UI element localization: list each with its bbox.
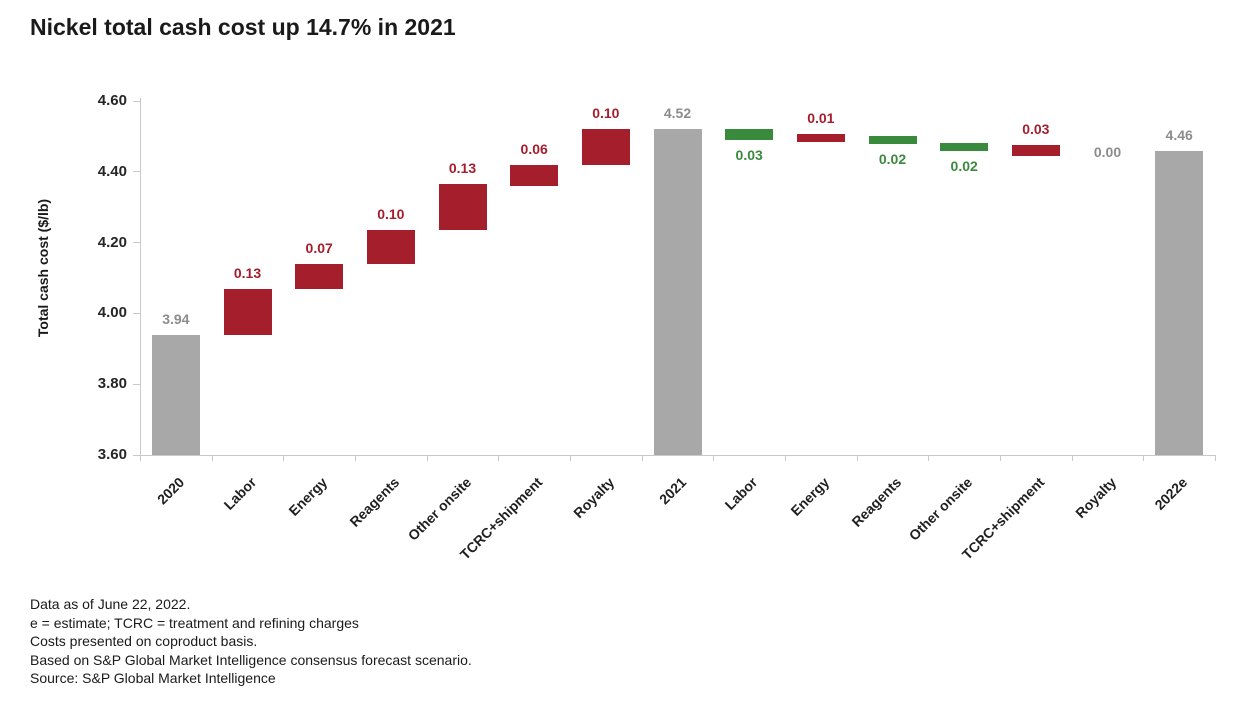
x-category-label: 2022e — [1151, 474, 1191, 513]
y-tick-label: 4.20 — [97, 233, 127, 251]
y-tick-label: 4.60 — [97, 92, 127, 109]
bar-energy — [295, 263, 344, 289]
bar-2021 — [653, 129, 702, 455]
x-category-label: Labor — [721, 474, 761, 513]
x-category-label: TCRC+shipment — [958, 474, 1048, 563]
footnote-line: Based on S&P Global Market Intelligence … — [30, 651, 472, 668]
x-category-label: Energy — [787, 474, 833, 519]
bar-value-label: 0.02 — [950, 158, 978, 175]
bar-value-label: 0.03 — [1022, 121, 1050, 138]
bar-2020 — [151, 334, 200, 455]
bar-value-label: 0.10 — [377, 206, 405, 223]
y-tick-mark — [133, 383, 140, 385]
x-tick-mark — [713, 455, 715, 461]
y-tick-label: 3.60 — [97, 446, 127, 463]
footnote-line: Source: S&P Global Market Intelligence — [30, 670, 276, 687]
bar-labor — [725, 129, 774, 140]
x-tick-mark — [140, 455, 141, 461]
bar-value-label: 0.00 — [1093, 144, 1122, 161]
bar-tcrc-shipment — [1011, 145, 1060, 156]
x-tick-mark — [1215, 455, 1216, 461]
x-tick-mark — [785, 455, 786, 461]
bar-value-label: 0.13 — [233, 264, 262, 281]
x-category-label: 2021 — [655, 474, 689, 508]
x-tick-mark — [928, 455, 930, 461]
x-category-label: 2020 — [153, 474, 188, 508]
x-tick-mark — [570, 455, 571, 461]
bar-reagents — [366, 230, 415, 264]
y-axis-title: Total cash cost ($/lb) — [35, 198, 51, 338]
bar-value-label: 0.03 — [735, 146, 763, 163]
x-tick-mark — [1143, 455, 1145, 461]
bar-royalty — [581, 129, 630, 165]
x-tick-mark — [426, 455, 428, 461]
x-category-label: Energy — [285, 474, 331, 519]
bar-value-label: 0.01 — [807, 110, 835, 127]
x-category-label: Royalty — [570, 474, 618, 522]
x-category-label: Reagents — [847, 474, 904, 530]
bar-reagents — [868, 135, 917, 144]
y-tick-mark — [133, 312, 140, 314]
y-tick-mark — [133, 454, 140, 456]
x-tick-mark — [1000, 455, 1001, 461]
bar-tcrc-shipment — [510, 164, 559, 186]
bar-energy — [796, 134, 845, 143]
chart-title: Nickel total cash cost up 14.7% in 2021 — [30, 14, 456, 40]
x-axis-line — [140, 455, 1215, 456]
x-category-label: Royalty — [1071, 474, 1119, 522]
y-tick-label: 4.00 — [97, 304, 127, 322]
x-category-label: Other onsite — [404, 474, 474, 544]
footnotes: Data as of June 22, 2022. e = estimate; … — [30, 595, 472, 688]
x-tick-mark — [211, 455, 213, 461]
bar-value-label: 4.52 — [663, 105, 692, 122]
footnote-line: e = estimate; TCRC = treatment and refin… — [30, 614, 359, 631]
x-tick-mark — [856, 455, 858, 461]
bar-labor — [223, 288, 272, 335]
bar-value-label: 0.13 — [448, 160, 477, 177]
bar-value-label: 0.07 — [305, 239, 333, 256]
bar-value-label: 0.02 — [878, 150, 907, 167]
x-category-label: TCRC+shipment — [456, 474, 546, 563]
bar-other-onsite — [940, 143, 989, 152]
x-tick-mark — [283, 455, 285, 461]
y-tick-mark — [133, 171, 140, 173]
y-tick-mark — [133, 100, 140, 102]
x-tick-mark — [641, 455, 643, 461]
x-tick-mark — [498, 455, 500, 461]
y-axis-line — [140, 98, 141, 456]
bar-value-label: 4.46 — [1165, 126, 1193, 143]
y-tick-label: 4.40 — [97, 162, 127, 180]
footnote-line: Costs presented on coproduct basis. — [30, 633, 258, 650]
x-category-label: Other onsite — [905, 474, 976, 544]
y-tick-mark — [133, 242, 140, 244]
bar-value-label: 0.10 — [592, 105, 620, 122]
x-category-label: Labor — [220, 474, 259, 513]
bar-value-label: 0.06 — [520, 140, 548, 157]
bar-other-onsite — [438, 184, 487, 231]
x-category-label: Reagents — [346, 474, 403, 530]
bar-value-label: 3.94 — [162, 310, 190, 327]
footnote-line: Data as of June 22, 2022. — [30, 596, 191, 612]
x-tick-mark — [1071, 455, 1073, 461]
y-tick-label: 3.80 — [97, 375, 127, 393]
x-tick-mark — [355, 455, 356, 461]
bar-2022e — [1155, 150, 1204, 455]
